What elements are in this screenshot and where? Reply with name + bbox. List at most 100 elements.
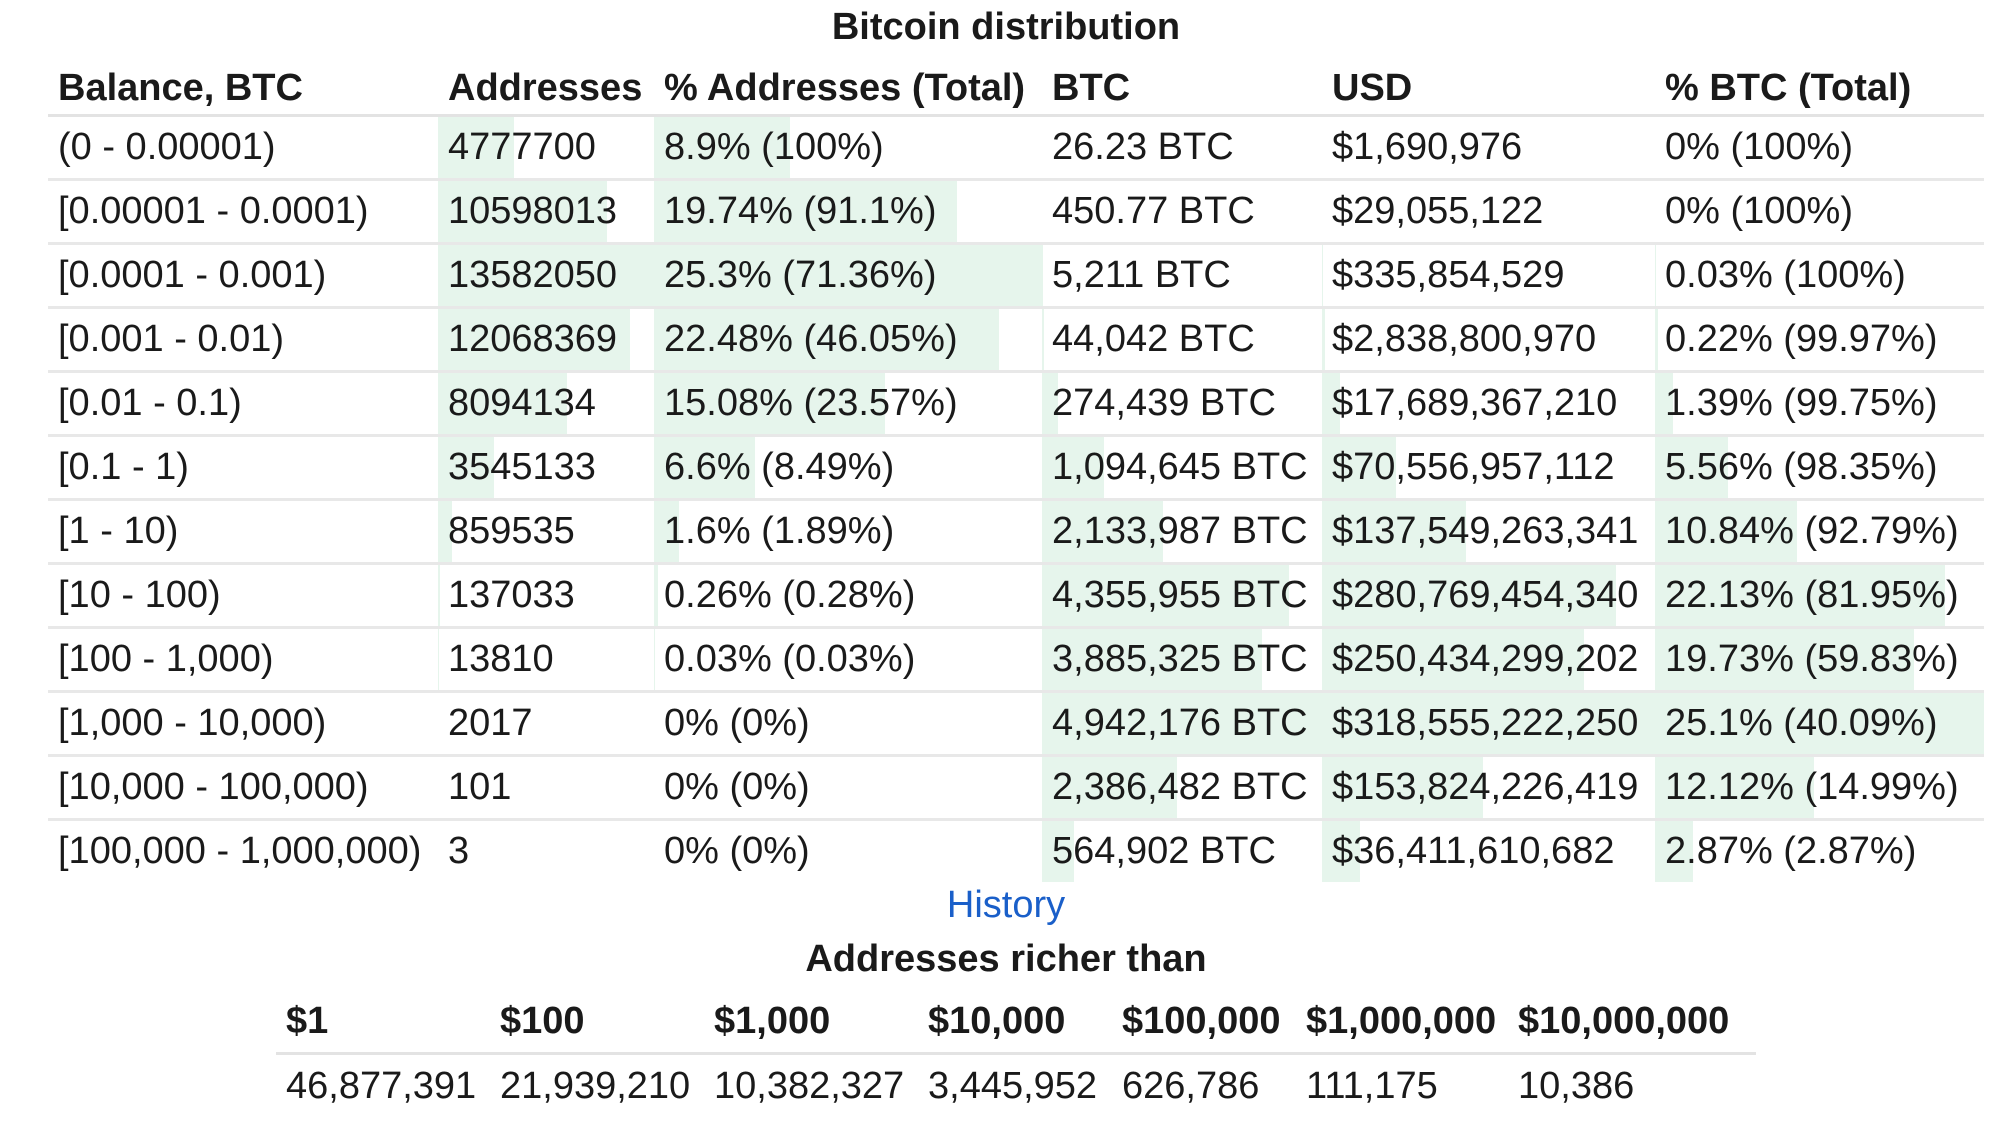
btc-cell: 5,211 BTC bbox=[1042, 243, 1322, 309]
share-bar bbox=[1655, 309, 1658, 370]
usd-value: $335,854,529 bbox=[1332, 254, 1565, 296]
header-btc: BTC bbox=[1042, 62, 1322, 117]
pct-btc-value: 22.13% (81.95%) bbox=[1665, 574, 1959, 616]
usd-cell: $280,769,454,340 bbox=[1322, 563, 1655, 629]
usd-cell: $36,411,610,682 bbox=[1322, 820, 1655, 882]
balance-value: [1 - 10) bbox=[58, 510, 179, 552]
balance-value: [10 - 100) bbox=[58, 574, 221, 616]
share-bar bbox=[654, 437, 756, 498]
addresses-value: 2017 bbox=[448, 702, 533, 744]
addresses-value: 13810 bbox=[448, 638, 554, 680]
usd-cell: $70,556,957,112 bbox=[1322, 435, 1655, 501]
usd-cell: $137,549,263,341 bbox=[1322, 499, 1655, 565]
addresses-value: 4777700 bbox=[448, 126, 596, 168]
addresses-value: 137033 bbox=[448, 574, 575, 616]
btc-cell: 450.77 BTC bbox=[1042, 179, 1322, 245]
addresses-cell: 8094134 bbox=[438, 371, 654, 437]
share-bar bbox=[1655, 565, 1946, 626]
richer-header: $1,000 bbox=[704, 990, 918, 1055]
pct-addresses-value: 19.74% (91.1%) bbox=[664, 190, 937, 232]
share-bar bbox=[1042, 501, 1163, 562]
usd-cell: $335,854,529 bbox=[1322, 243, 1655, 309]
share-bar bbox=[1655, 693, 1984, 754]
usd-value: $2,838,800,970 bbox=[1332, 318, 1597, 360]
share-bar bbox=[1322, 565, 1616, 626]
pct-btc-value: 25.1% (40.09%) bbox=[1665, 702, 1938, 744]
pct-addresses-value: 0% (0%) bbox=[664, 702, 810, 744]
usd-value: $280,769,454,340 bbox=[1332, 574, 1639, 616]
balance-value: [100 - 1,000) bbox=[58, 638, 274, 680]
share-bar bbox=[1042, 757, 1178, 818]
history-link[interactable]: History bbox=[946, 884, 1066, 926]
balance-value: [10,000 - 100,000) bbox=[58, 766, 369, 808]
balance-cell: [0.001 - 0.01) bbox=[48, 307, 438, 373]
btc-value: 4,942,176 BTC bbox=[1052, 702, 1308, 744]
pct-addresses-value: 0% (0%) bbox=[664, 766, 810, 808]
usd-value: $250,434,299,202 bbox=[1332, 638, 1639, 680]
share-bar bbox=[654, 501, 679, 562]
btc-value: 564,902 BTC bbox=[1052, 830, 1276, 872]
usd-value: $153,824,226,419 bbox=[1332, 766, 1639, 808]
header-addresses: Addresses bbox=[438, 62, 654, 117]
addresses-cell: 3 bbox=[438, 820, 654, 883]
table-row: [1 - 10) 859535 1.6% (1.89%) 2,133,987 BTC $… bbox=[48, 499, 1984, 565]
balance-cell: [0.1 - 1) bbox=[48, 435, 438, 501]
share-bar bbox=[1322, 373, 1341, 434]
pct-addresses-value: 0.26% (0.28%) bbox=[664, 574, 916, 616]
addresses-cell: 3545133 bbox=[438, 435, 654, 501]
addresses-value: 13582050 bbox=[448, 254, 618, 296]
balance-cell: [0.00001 - 0.0001) bbox=[48, 179, 438, 245]
share-bar bbox=[654, 373, 886, 434]
addresses-value: 10598013 bbox=[448, 190, 618, 232]
header-pct-btc: % BTC (Total) bbox=[1655, 62, 1984, 117]
btc-cell: 26.23 BTC bbox=[1042, 115, 1322, 181]
share-bar bbox=[1322, 629, 1584, 690]
usd-cell: $153,824,226,419 bbox=[1322, 755, 1655, 821]
share-bar bbox=[438, 117, 514, 178]
pct-btc-cell: 12.12% (14.99%) bbox=[1655, 755, 1984, 821]
pct-btc-value: 19.73% (59.83%) bbox=[1665, 638, 1959, 680]
pct-btc-value: 2.87% (2.87%) bbox=[1665, 830, 1917, 872]
richer-value: 3,445,952 bbox=[928, 1064, 1098, 1107]
btc-cell: 2,133,987 BTC bbox=[1042, 499, 1322, 565]
balance-cell: [0.0001 - 0.001) bbox=[48, 243, 438, 309]
btc-value: 5,211 BTC bbox=[1052, 254, 1231, 296]
pct-addresses-value: 0% (0%) bbox=[664, 830, 810, 872]
table-row: (0 - 0.00001) 4777700 8.9% (100%) 26.23 BTC… bbox=[48, 115, 1984, 181]
btc-value: 4,355,955 BTC bbox=[1052, 574, 1308, 616]
pct-addresses-cell: 0.26% (0.28%) bbox=[654, 563, 1042, 629]
share-bar bbox=[1655, 821, 1693, 882]
richer-value: 21,939,210 bbox=[500, 1064, 691, 1107]
pct-addresses-value: 6.6% (8.49%) bbox=[664, 446, 895, 488]
btc-cell: 564,902 BTC bbox=[1042, 820, 1322, 882]
pct-addresses-cell: 19.74% (91.1%) bbox=[654, 179, 1042, 245]
distribution-table: Balance, BTC Addresses % Addresses (Tota… bbox=[48, 62, 1984, 882]
pct-btc-cell: 5.56% (98.35%) bbox=[1655, 435, 1984, 501]
btc-value: 274,439 BTC bbox=[1052, 382, 1276, 424]
pct-btc-value: 5.56% (98.35%) bbox=[1665, 446, 1938, 488]
share-bar bbox=[654, 309, 999, 370]
pct-addresses-cell: 0% (0%) bbox=[654, 820, 1042, 883]
pct-addresses-cell: 0.03% (0.03%) bbox=[654, 627, 1042, 693]
balance-value: [0.01 - 0.1) bbox=[58, 382, 242, 424]
pct-btc-cell: 10.84% (92.79%) bbox=[1655, 499, 1984, 565]
pct-btc-value: 0% (100%) bbox=[1665, 126, 1853, 168]
richer-header: $10,000 bbox=[918, 990, 1112, 1055]
richer-value: 46,877,391 bbox=[286, 1064, 477, 1107]
share-bar bbox=[1322, 309, 1325, 370]
table-row: [0.00001 - 0.0001) 10598013 19.74% (91.1%)… bbox=[48, 179, 1984, 245]
balance-value: [1,000 - 10,000) bbox=[58, 702, 327, 744]
table-row: [0.001 - 0.01) 12068369 22.48% (46.05%) 44,… bbox=[48, 307, 1984, 373]
balance-value: [0.00001 - 0.0001) bbox=[58, 190, 369, 232]
share-bar bbox=[654, 117, 791, 178]
pct-btc-cell: 1.39% (99.75%) bbox=[1655, 371, 1984, 437]
pct-btc-cell: 19.73% (59.83%) bbox=[1655, 627, 1984, 693]
usd-value: $318,555,222,250 bbox=[1332, 702, 1639, 744]
share-bar bbox=[1322, 821, 1361, 882]
addresses-cell: 10598013 bbox=[438, 179, 654, 245]
addresses-value: 3545133 bbox=[448, 446, 596, 488]
header-pct-addresses: % Addresses (Total) bbox=[654, 62, 1042, 117]
addresses-cell: 13810 bbox=[438, 627, 654, 693]
addresses-cell: 137033 bbox=[438, 563, 654, 629]
pct-btc-cell: 0.22% (99.97%) bbox=[1655, 307, 1984, 373]
